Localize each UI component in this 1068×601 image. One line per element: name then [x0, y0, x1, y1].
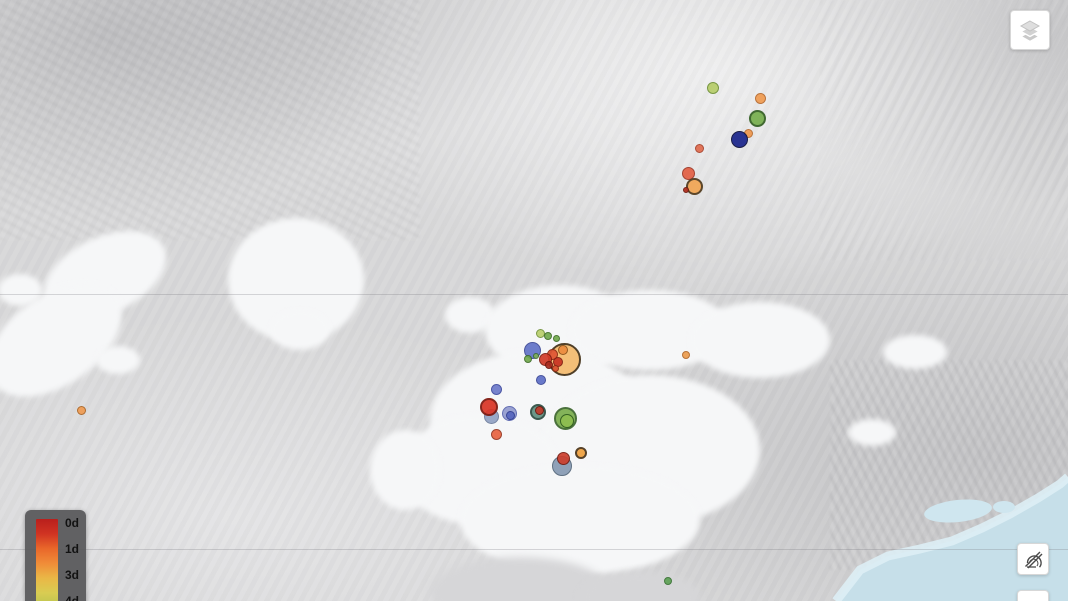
layers-icon — [1019, 20, 1041, 43]
glacier-lagoon — [993, 501, 1015, 513]
graticule-line — [0, 549, 1068, 550]
glacier-patch — [270, 310, 330, 350]
earthquake-marker[interactable] — [730, 130, 748, 148]
earthquake-marker[interactable] — [536, 375, 546, 385]
earthquake-marker[interactable] — [558, 345, 568, 355]
earthquake-marker[interactable] — [524, 355, 532, 363]
glacier-lagoon — [924, 499, 992, 523]
glacier-patch — [848, 419, 896, 446]
legend-gradient-bar — [36, 519, 58, 601]
ocean-water — [836, 477, 1068, 601]
earthquake-marker[interactable] — [681, 166, 695, 180]
earthquake-marker[interactable] — [575, 447, 587, 459]
earthquake-marker[interactable] — [664, 577, 672, 585]
earthquake-marker[interactable] — [480, 398, 498, 416]
earthquake-marker[interactable] — [748, 109, 766, 127]
layers-button[interactable] — [1010, 10, 1050, 50]
glacier-patch — [690, 302, 830, 378]
graticule-line — [0, 294, 1068, 295]
glacier-patch — [0, 274, 42, 306]
earthquake-marker[interactable] — [754, 92, 766, 104]
earthquake-marker[interactable] — [552, 334, 560, 342]
earthquake-marker[interactable] — [505, 410, 515, 420]
earthquake-marker[interactable] — [694, 143, 704, 153]
shallow-water-band — [832, 473, 1068, 601]
measure-icon — [1025, 551, 1043, 569]
earthquake-marker[interactable] — [707, 82, 719, 94]
earthquake-marker[interactable] — [685, 177, 703, 195]
earthquake-marker[interactable] — [560, 414, 574, 428]
earthquake-marker[interactable] — [556, 451, 570, 465]
glacier-patch — [883, 335, 947, 369]
earthquake-marker[interactable] — [544, 332, 552, 340]
terrain-ridges-northwest — [0, 0, 420, 240]
earthquake-marker[interactable] — [534, 405, 544, 415]
glacier-patch — [96, 346, 140, 374]
earthquake-marker[interactable] — [490, 383, 502, 395]
earthquake-marker[interactable] — [490, 428, 502, 440]
glacier-patch — [460, 465, 700, 575]
earthquake-marker[interactable] — [76, 405, 86, 415]
time-legend: 0d 1d 3d 4d — [25, 510, 86, 601]
glacier-patch — [370, 430, 440, 510]
legend-label-0d: 0d — [65, 516, 80, 530]
earthquake-marker[interactable] — [551, 364, 559, 372]
earthquake-marker[interactable] — [683, 187, 689, 193]
zoom-in-button[interactable] — [1017, 590, 1049, 601]
legend-label-1d: 1d — [65, 542, 80, 556]
measure-button[interactable] — [1017, 543, 1049, 575]
earthquake-marker[interactable] — [682, 351, 690, 359]
legend-label-3d: 3d — [65, 568, 80, 582]
legend-label-4d: 4d — [65, 594, 80, 601]
